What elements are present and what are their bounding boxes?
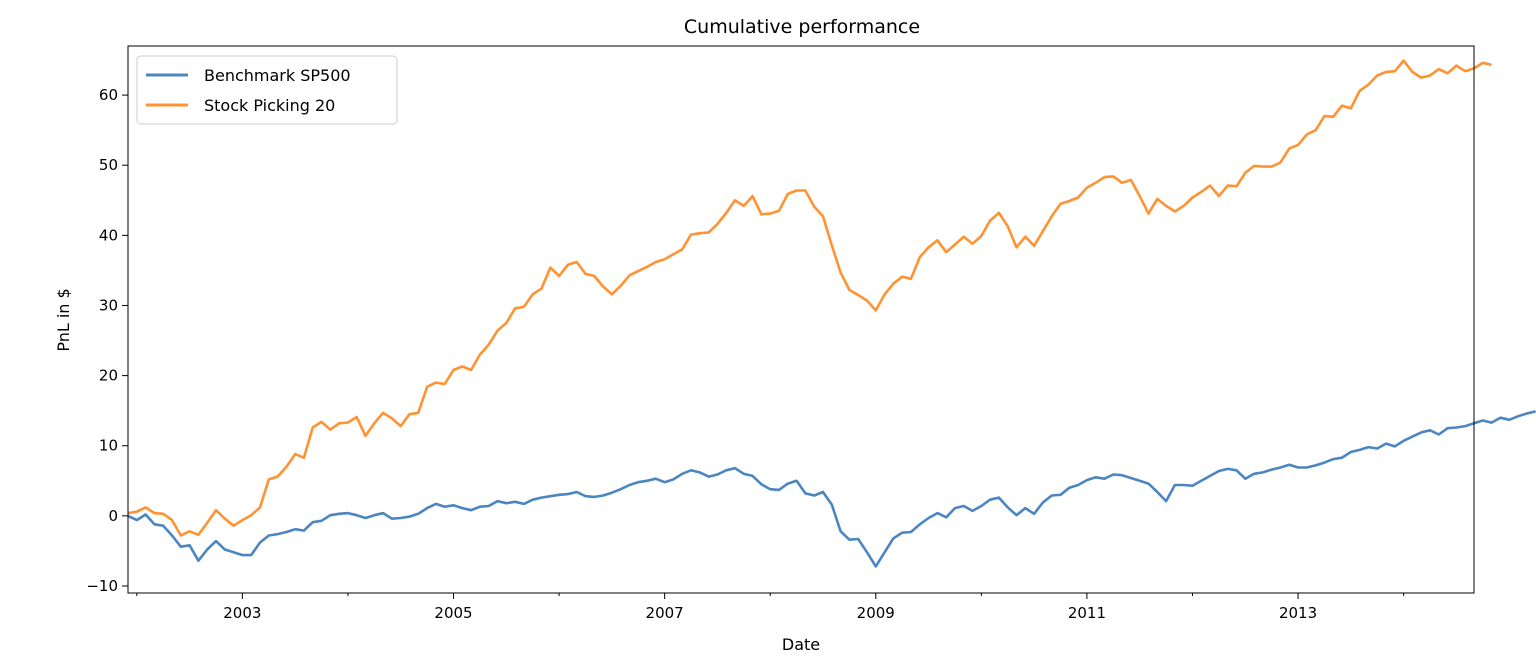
- x-tick-label: 2011: [1068, 604, 1106, 622]
- legend: Benchmark SP500 Stock Picking 20: [136, 55, 398, 125]
- x-tick-label: 2007: [646, 604, 684, 622]
- x-tick-label: 2003: [223, 604, 261, 622]
- x-tick-label: 2009: [857, 604, 895, 622]
- y-axis: −10 0 10 20 30 40 50 60: [86, 86, 128, 595]
- y-tick-label: 40: [99, 226, 118, 244]
- legend-box: [136, 55, 398, 125]
- x-axis: 2003 2005 2007 2009 2011 2013: [136, 593, 1405, 622]
- series-line-stock-picking: [127, 59, 1492, 537]
- legend-label-benchmark: Benchmark SP500: [204, 66, 351, 85]
- x-axis-label: Date: [782, 635, 820, 654]
- y-tick-label: 30: [99, 296, 118, 314]
- y-tick-label: 60: [99, 86, 118, 104]
- plot-lines: [127, 59, 1536, 568]
- legend-label-stock-picking: Stock Picking 20: [204, 96, 335, 115]
- y-tick-label: 20: [99, 367, 118, 385]
- plot-frame: [127, 45, 1475, 594]
- x-tick-label: 2005: [434, 604, 472, 622]
- y-tick-label: −10: [86, 577, 118, 595]
- x-tick-label: 2013: [1279, 604, 1317, 622]
- y-tick-label: 10: [99, 437, 118, 455]
- chart-title: Cumulative performance: [684, 16, 920, 38]
- y-tick-label: 50: [99, 156, 118, 174]
- y-tick-label: 0: [108, 507, 118, 525]
- series-line-benchmark: [127, 410, 1536, 568]
- y-axis-label: PnL in $: [54, 288, 73, 351]
